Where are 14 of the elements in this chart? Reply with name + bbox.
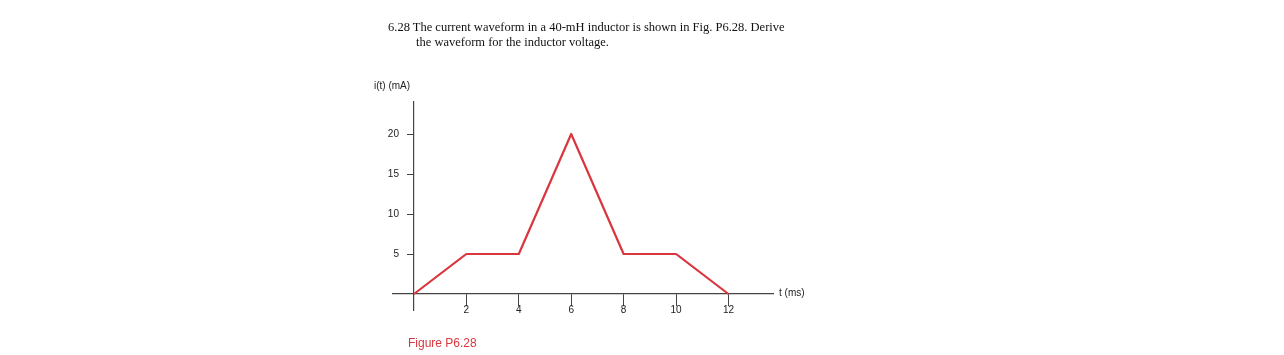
x-tick-label: 8: [620, 303, 627, 315]
x-axis-title: t (ms): [779, 287, 805, 298]
x-tick-label: 10: [670, 303, 683, 315]
y-tick-label: 5: [393, 247, 414, 259]
x-tick-label: 6: [568, 303, 575, 315]
y-tick-label: 10: [387, 207, 414, 219]
y-axis-title: i(t) (mA): [373, 80, 411, 91]
y-tick-label: 20: [387, 127, 414, 139]
x-tick-label: 4: [516, 303, 523, 315]
y-tick-label: 15: [387, 167, 414, 179]
x-tick-label: 12: [722, 303, 735, 315]
x-tick-label: 2: [463, 303, 470, 315]
caption: Figure P6.28: [408, 336, 477, 350]
chart-title: 6.28 The current waveform in a 40-mH inductor is shown in Fig. P6.28. Derive the waveform for the inductor voltage.: [388, 20, 786, 50]
